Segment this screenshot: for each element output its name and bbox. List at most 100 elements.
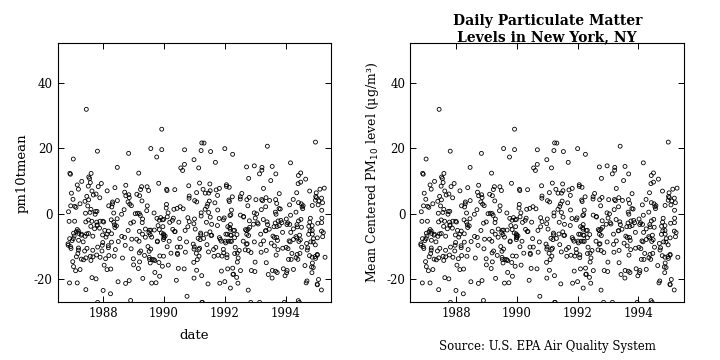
Point xyxy=(514,214,526,220)
Point xyxy=(477,298,489,303)
Point xyxy=(200,231,212,237)
Point xyxy=(418,244,429,249)
Point xyxy=(457,291,469,297)
Point xyxy=(169,187,181,193)
Point xyxy=(634,270,645,276)
Point xyxy=(445,184,456,189)
Point xyxy=(103,253,114,258)
Point xyxy=(595,233,607,238)
Point xyxy=(307,265,319,270)
Point xyxy=(541,157,552,163)
Point xyxy=(629,220,640,225)
Point xyxy=(143,248,155,254)
Point xyxy=(660,236,672,242)
Point xyxy=(66,190,77,196)
Point xyxy=(433,287,444,293)
Point xyxy=(490,220,501,225)
Point xyxy=(242,203,253,209)
Point xyxy=(552,206,564,212)
Point xyxy=(271,224,283,229)
Point xyxy=(191,199,202,205)
Point xyxy=(601,210,613,216)
Point xyxy=(644,235,655,241)
Point xyxy=(665,202,677,208)
Point xyxy=(666,198,678,204)
Point xyxy=(531,147,543,153)
Point xyxy=(510,217,521,223)
Point xyxy=(156,126,168,132)
Point xyxy=(456,253,467,258)
Point xyxy=(417,280,428,286)
Point xyxy=(636,257,647,262)
Point xyxy=(137,216,148,222)
Point xyxy=(501,227,513,233)
Point xyxy=(158,237,169,242)
Point xyxy=(168,229,180,234)
Point xyxy=(69,203,81,209)
Point xyxy=(225,226,236,232)
Point xyxy=(311,195,323,201)
Point xyxy=(279,300,290,305)
Point xyxy=(124,195,135,201)
Point xyxy=(134,259,145,265)
Point xyxy=(227,152,238,157)
Point xyxy=(540,241,552,247)
Point xyxy=(462,222,473,228)
Point xyxy=(64,280,76,286)
Point xyxy=(312,252,323,258)
Point xyxy=(429,179,441,184)
Point xyxy=(181,239,192,245)
Point xyxy=(145,246,156,252)
Point xyxy=(530,206,541,212)
Point xyxy=(231,274,243,280)
Point xyxy=(267,233,279,239)
Point xyxy=(274,191,285,197)
Point xyxy=(635,246,647,252)
Point xyxy=(608,242,619,247)
Point xyxy=(503,280,515,285)
Point xyxy=(454,188,466,194)
Point xyxy=(291,190,302,195)
Point xyxy=(436,176,448,181)
Point xyxy=(643,255,654,261)
Point xyxy=(595,175,607,181)
Point xyxy=(489,198,500,204)
Point xyxy=(76,179,88,184)
Point xyxy=(554,219,565,225)
Point xyxy=(428,232,440,238)
Point xyxy=(631,266,642,272)
Point xyxy=(439,219,451,224)
Point xyxy=(243,194,255,200)
Point xyxy=(636,238,648,244)
Point xyxy=(669,215,680,221)
Point xyxy=(535,224,546,230)
Point xyxy=(580,271,592,277)
Point xyxy=(441,226,453,231)
Point xyxy=(134,193,145,199)
Point xyxy=(282,220,294,226)
Point xyxy=(569,253,580,259)
Point xyxy=(255,242,266,247)
Point xyxy=(307,236,319,242)
Point xyxy=(201,219,212,225)
Point xyxy=(66,238,78,243)
Point xyxy=(109,247,121,252)
Point xyxy=(555,281,567,287)
Point xyxy=(465,239,477,244)
Point xyxy=(511,235,523,240)
Point xyxy=(270,268,282,274)
Point xyxy=(512,233,523,239)
Point xyxy=(654,278,665,284)
Point xyxy=(236,190,248,196)
Point xyxy=(645,181,657,186)
Point xyxy=(222,224,233,230)
Point xyxy=(310,139,321,145)
Point xyxy=(290,209,302,215)
Point xyxy=(559,233,570,238)
Point xyxy=(487,186,499,192)
Point xyxy=(194,237,206,243)
Point xyxy=(653,280,665,286)
Point xyxy=(107,201,118,207)
Point xyxy=(660,203,671,208)
Point xyxy=(307,239,319,245)
